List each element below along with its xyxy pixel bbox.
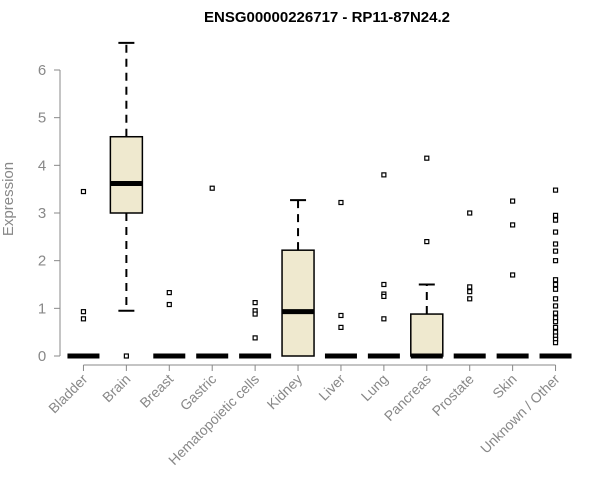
box-2	[153, 290, 186, 359]
outlier-11-1	[552, 212, 559, 218]
outlier-0-2	[80, 316, 87, 322]
outlier-2-1	[166, 301, 172, 308]
outlier-7-4	[381, 316, 387, 322]
y-axis-label: Expression	[0, 162, 17, 236]
x-tick-label-6: Liver	[315, 371, 348, 404]
outlier-11-14	[552, 319, 559, 325]
outlier-11-10	[552, 296, 559, 302]
x-tick-label-3: Gastric	[177, 371, 220, 414]
y-tick-label-5: 5	[38, 110, 46, 127]
x-tick-label-5: Kidney	[264, 371, 306, 413]
x-tick-label-0: Bladder	[45, 371, 91, 417]
outlier-4-0	[252, 300, 258, 306]
x-tick-label-1: Brain	[99, 371, 133, 405]
boxes-group	[67, 41, 572, 359]
x-tick-label-9: Prostate	[429, 371, 477, 419]
outlier-11-2	[552, 217, 559, 223]
box-6	[324, 199, 357, 359]
outlier-6-1	[338, 312, 344, 319]
outlier-11-12	[552, 310, 559, 316]
outlier-1-0	[123, 353, 129, 359]
x-tick-label-8: Pancreas	[381, 371, 434, 424]
box-9	[453, 210, 486, 359]
outlier-7-1	[381, 281, 387, 288]
box-0	[67, 188, 100, 359]
outlier-7-0	[381, 172, 387, 178]
y-tick-label-1: 1	[38, 300, 46, 317]
outlier-10-2	[510, 272, 516, 278]
outlier-3-0	[209, 185, 215, 191]
outlier-0-1	[80, 309, 87, 315]
outlier-11-8	[552, 281, 559, 288]
outlier-11-9	[552, 286, 559, 292]
outlier-10-1	[510, 222, 516, 228]
outlier-6-2	[338, 324, 344, 330]
chart-title: ENSG00000226717 - RP11-87N24.2	[204, 9, 450, 26]
y-tick-label-6: 6	[38, 62, 46, 79]
x-tick-label-7: Lung	[358, 371, 391, 404]
outlier-10-0	[510, 198, 516, 204]
outlier-11-5	[552, 248, 559, 254]
outlier-9-0	[467, 210, 473, 216]
outlier-11-7	[552, 277, 559, 283]
outlier-11-0	[552, 187, 559, 193]
outlier-11-11	[552, 303, 559, 309]
outlier-9-3	[467, 296, 473, 302]
outlier-9-2	[467, 289, 473, 295]
outlier-2-0	[166, 290, 172, 296]
outlier-11-6	[552, 258, 559, 264]
outlier-6-0	[338, 199, 344, 206]
outlier-4-2	[252, 311, 258, 317]
x-tick-label-11: Unknown / Other	[477, 371, 563, 457]
y-tick-label-4: 4	[38, 157, 46, 174]
box-3	[196, 185, 229, 359]
box-10	[496, 198, 529, 359]
outlier-11-3	[552, 229, 559, 235]
y-axis: 0 1 2 3 4 5 6	[38, 62, 61, 365]
outlier-4-3	[252, 335, 258, 341]
y-tick-label-0: 0	[38, 348, 46, 365]
box-4	[239, 300, 272, 359]
outlier-9-1	[467, 284, 473, 290]
outlier-11-15	[552, 324, 559, 330]
box-11	[539, 187, 572, 359]
x-tick-label-2: Breast	[136, 371, 176, 411]
outlier-11-4	[552, 241, 559, 247]
box-5	[281, 199, 315, 357]
outlier-8-1	[424, 239, 430, 245]
outlier-7-3	[381, 293, 387, 300]
y-tick-label-2: 2	[38, 253, 46, 270]
x-tick-label-10: Skin	[489, 371, 520, 402]
box-8	[410, 155, 444, 359]
outlier-8-0	[424, 155, 430, 161]
box-7	[367, 172, 400, 359]
box-rect-1	[109, 135, 144, 214]
y-tick-label-3: 3	[38, 205, 46, 222]
outlier-11-19	[552, 340, 559, 346]
box-rect-5	[281, 249, 315, 357]
outlier-0-0	[80, 188, 87, 195]
box-1	[109, 41, 144, 359]
box-rect-8	[410, 313, 444, 357]
